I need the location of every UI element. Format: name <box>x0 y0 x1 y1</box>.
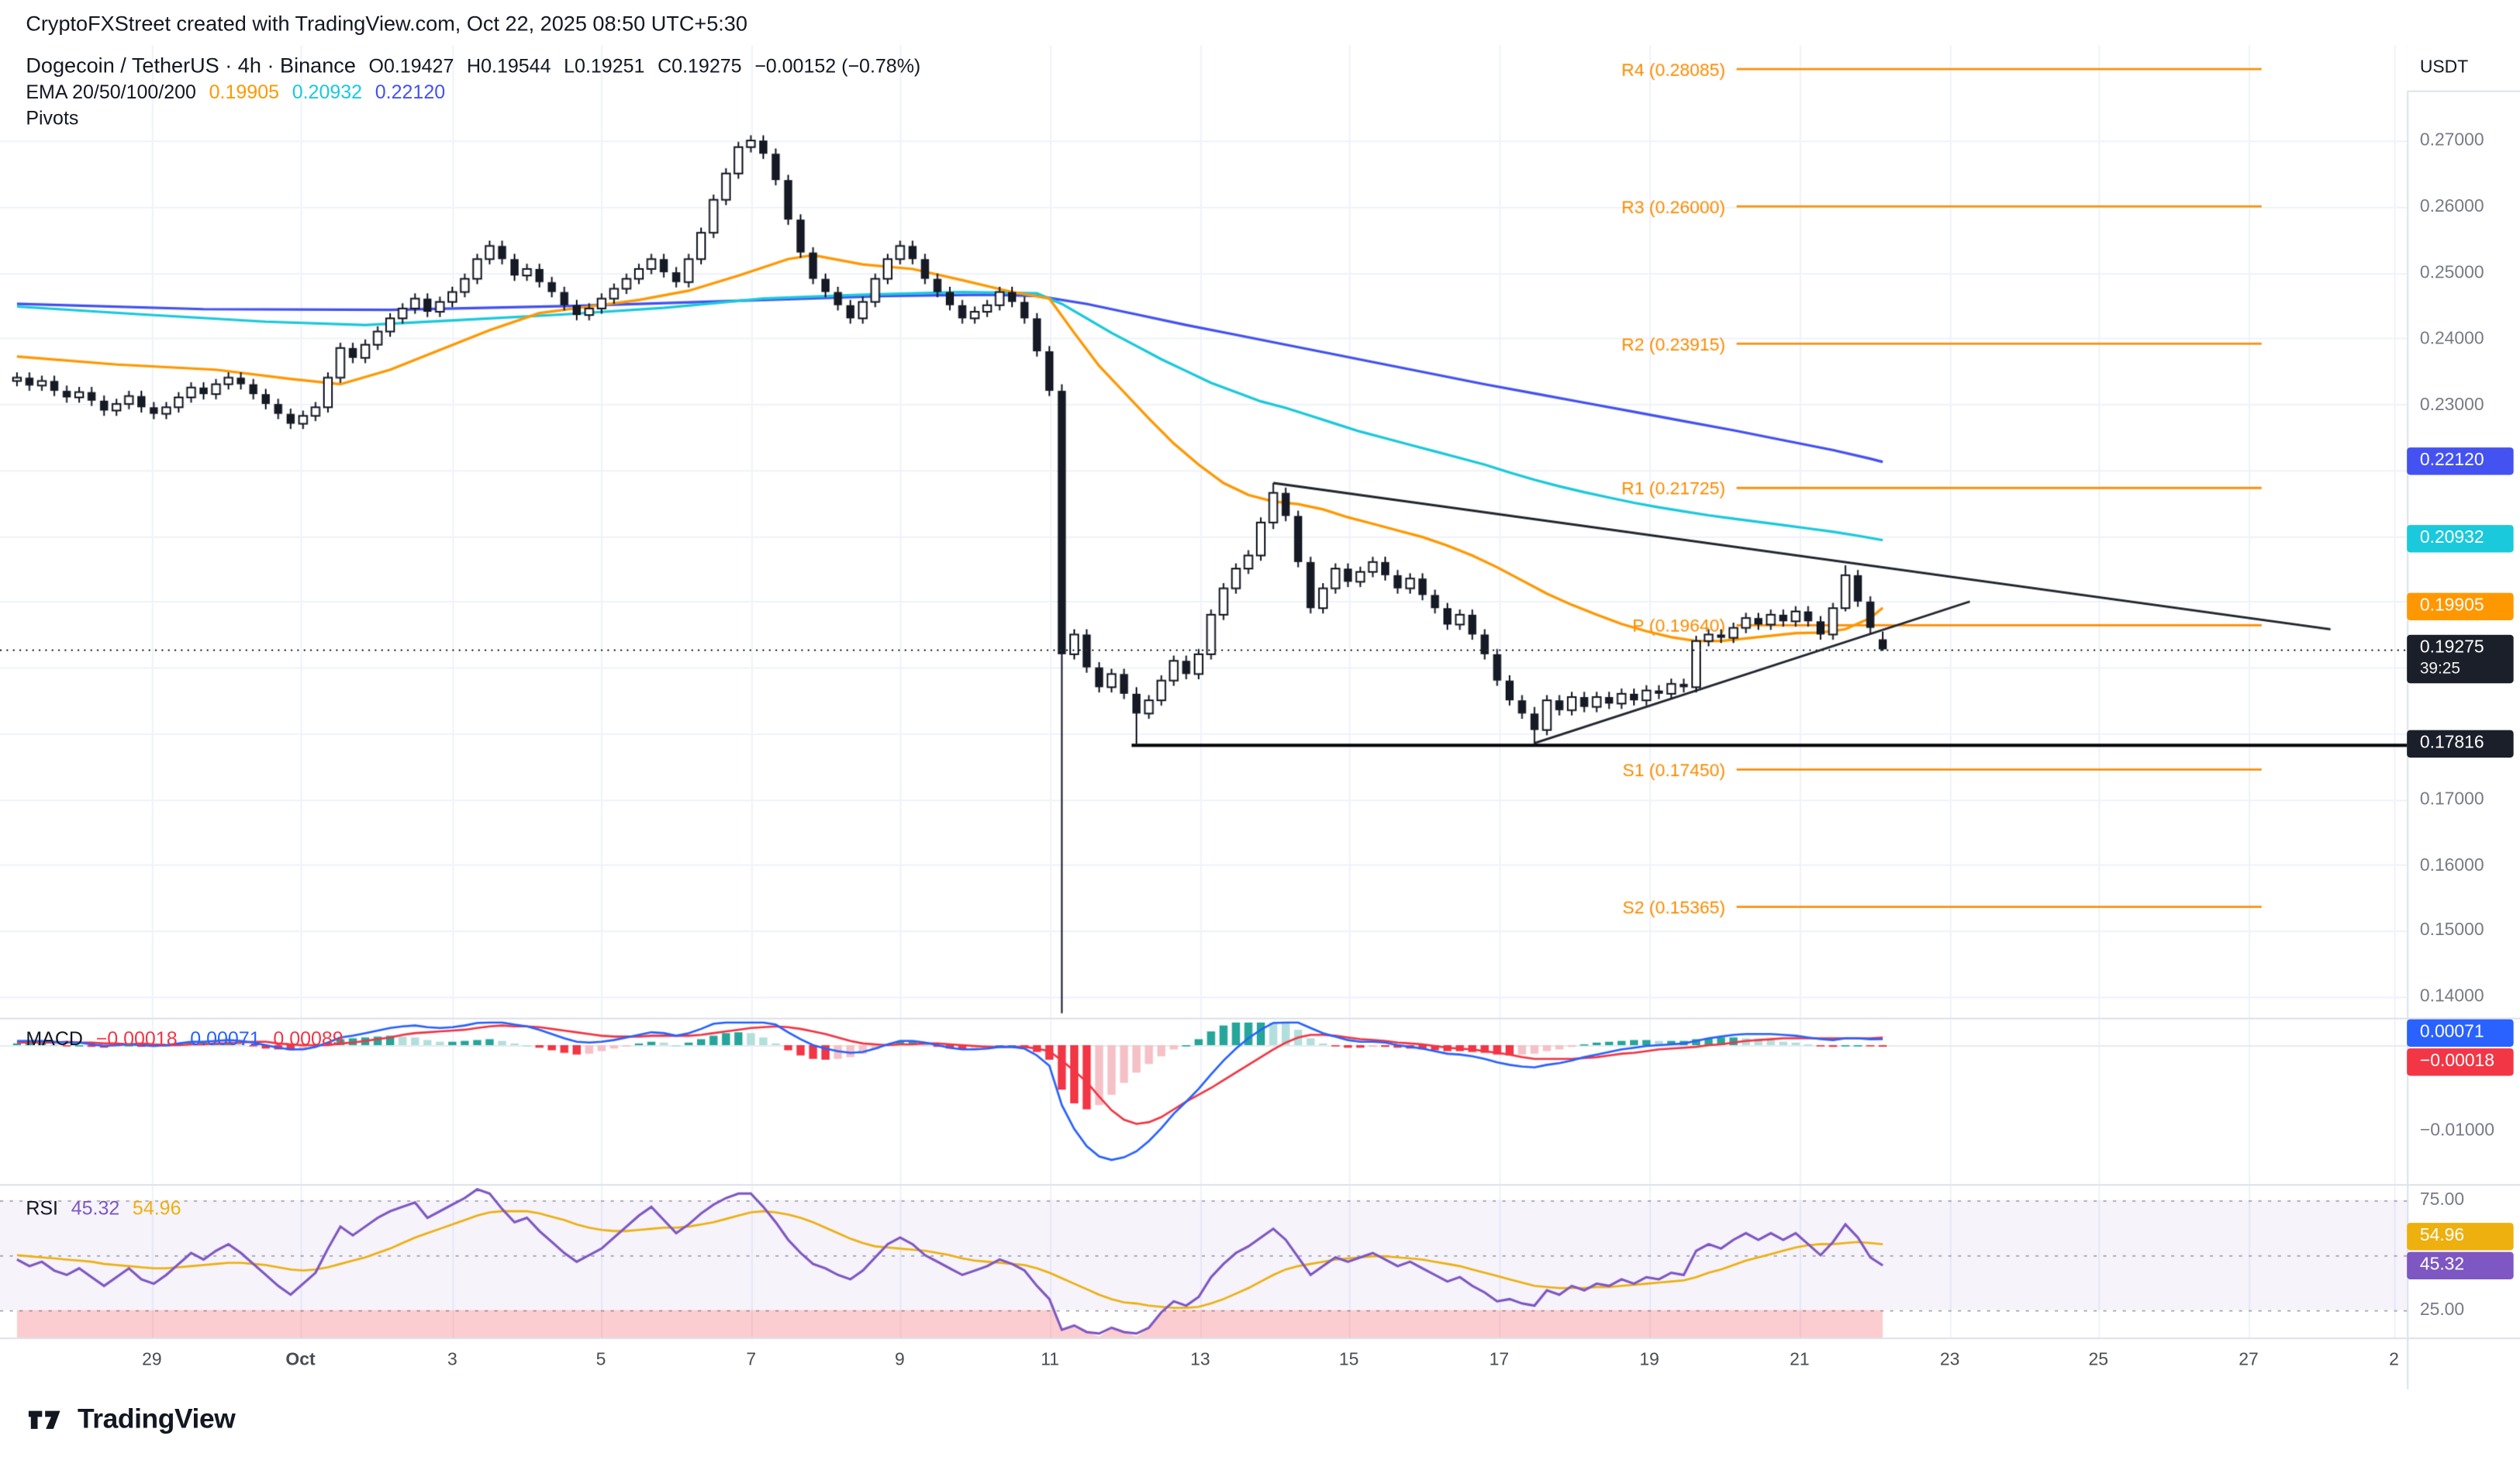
price-label: 0.14000 <box>2419 986 2484 1006</box>
tradingview-logo-icon <box>28 1410 60 1429</box>
time-label: Oct <box>285 1350 316 1370</box>
time-label: 13 <box>1190 1350 1210 1370</box>
ema-row: EMA 20/50/100/200 0.19905 0.20932 0.2212… <box>26 81 920 103</box>
rsi-ma-badge: 54.96 <box>2407 1223 2514 1251</box>
tradingview-logo[interactable]: TradingView <box>22 1399 236 1441</box>
ema50-value: 0.20932 <box>292 81 363 104</box>
macd-hist-value: −0.00018 <box>95 1027 178 1051</box>
time-label: 23 <box>1939 1350 1960 1370</box>
time-label: 5 <box>595 1350 606 1370</box>
rsi-value: 45.32 <box>71 1196 120 1220</box>
price-label: 0.23000 <box>2419 395 2484 416</box>
credit-text: CryptoFXStreet created with TradingView.… <box>26 11 747 36</box>
ema20-price-badge: 0.19905 <box>2407 592 2514 620</box>
symbol-row: Dogecoin / TetherUS · 4h · Binance O0.19… <box>26 54 920 78</box>
ohlc-open: O0.19427 <box>368 54 454 78</box>
price-label: 0.16000 <box>2419 856 2484 876</box>
price-label: 0.27000 <box>2419 130 2484 150</box>
ema100-price-badge: 0.22120 <box>2407 447 2514 475</box>
last-price-badge: 0.19275 39:25 <box>2407 634 2514 684</box>
ohlc-low: L0.19251 <box>564 54 645 78</box>
time-label: 7 <box>746 1350 757 1370</box>
time-label: 19 <box>1639 1350 1659 1370</box>
time-label: 11 <box>1041 1350 1060 1370</box>
macd-scale-label: −0.01000 <box>2419 1120 2495 1141</box>
pivots-row: Pivots <box>26 106 920 129</box>
time-label: 21 <box>1790 1350 1810 1370</box>
rsi-ma-value: 54.96 <box>132 1196 181 1220</box>
time-label: 3 <box>447 1350 457 1370</box>
macd-line-value: 0.00071 <box>190 1027 261 1051</box>
symbol-legend: Dogecoin / TetherUS · 4h · Binance O0.19… <box>26 54 920 133</box>
ema100-value: 0.22120 <box>375 81 446 104</box>
price-label: 0.25000 <box>2419 263 2484 283</box>
time-label: 29 <box>142 1350 162 1370</box>
ema20-value: 0.19905 <box>209 81 280 104</box>
rsi-legend: RSI 45.32 54.96 <box>26 1197 181 1223</box>
rsi-lower-label: 25.00 <box>2419 1300 2465 1320</box>
time-label: 9 <box>895 1350 905 1370</box>
time-label: 15 <box>1338 1350 1359 1370</box>
ema-indicator-label[interactable]: EMA 20/50/100/200 <box>26 81 196 104</box>
time-label: 25 <box>2088 1350 2109 1370</box>
ohlc-high: H0.19544 <box>467 54 551 78</box>
price-label: 0.15000 <box>2419 920 2484 941</box>
rsi-indicator-label[interactable]: RSI <box>26 1196 59 1220</box>
bar-countdown: 39:25 <box>2419 661 2460 678</box>
rsi-badge: 45.32 <box>2407 1251 2514 1279</box>
currency-label: USDT <box>2407 45 2520 92</box>
time-label: 17 <box>1489 1350 1510 1370</box>
support-price-badge: 0.17816 <box>2407 730 2514 758</box>
price-label: 0.17000 <box>2419 789 2484 809</box>
macd-line-badge: 0.00071 <box>2407 1019 2514 1047</box>
price-label: 0.26000 <box>2419 197 2484 217</box>
time-label: 2 <box>2389 1350 2399 1370</box>
rsi-upper-label: 75.00 <box>2419 1190 2465 1210</box>
ema50-price-badge: 0.20932 <box>2407 525 2514 553</box>
symbol-title[interactable]: Dogecoin / TetherUS · 4h · Binance <box>26 53 356 78</box>
last-price-value: 0.19275 <box>2419 637 2484 658</box>
macd-indicator-label[interactable]: MACD <box>26 1027 83 1051</box>
time-label: 27 <box>2239 1350 2259 1370</box>
pivots-indicator-label[interactable]: Pivots <box>26 106 79 129</box>
macd-hist-badge: −0.00018 <box>2407 1048 2514 1076</box>
price-change: −0.00152 (−0.78%) <box>754 54 921 78</box>
macd-signal-value: 0.00089 <box>273 1027 343 1051</box>
tradingview-logo-text: TradingView <box>77 1403 236 1434</box>
price-label: 0.24000 <box>2419 329 2484 349</box>
macd-legend: MACD −0.00018 0.00071 0.00089 <box>26 1027 343 1053</box>
ohlc-close: C0.19275 <box>658 54 742 78</box>
price-scale[interactable]: USDT 0.27000 0.26000 0.25000 0.24000 0.2… <box>2407 45 2520 1389</box>
